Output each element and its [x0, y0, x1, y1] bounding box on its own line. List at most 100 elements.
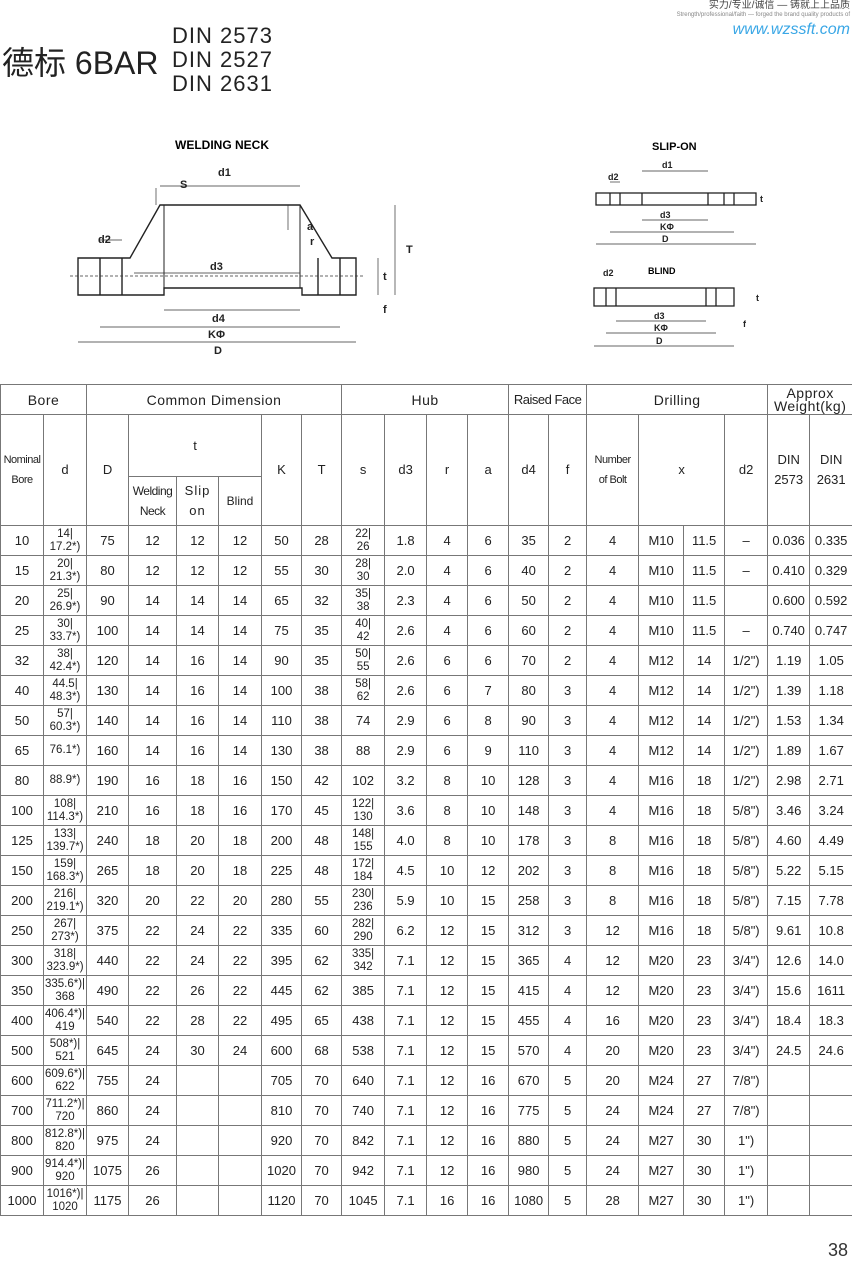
table-cell: 975 — [86, 1125, 130, 1156]
table-cell — [218, 1095, 263, 1126]
table-cell: 267| 273*) — [42, 915, 88, 946]
table-cell: 90 — [86, 585, 130, 616]
table-cell — [767, 1065, 811, 1096]
label-t: t — [756, 293, 759, 303]
table-cell: 24 — [176, 915, 220, 946]
table-cell: 7 — [467, 675, 510, 706]
table-cell: 24 — [128, 1065, 178, 1096]
table-cell: 14 — [128, 735, 178, 766]
table-cell: 18 — [128, 855, 178, 886]
table-cell: M20 — [638, 1005, 685, 1036]
table-cell: M20 — [638, 975, 685, 1006]
table-cell: 30 — [683, 1185, 726, 1216]
table-cell: 570 — [508, 1035, 550, 1066]
table-cell: 312 — [508, 915, 550, 946]
table-cell — [724, 585, 769, 616]
col-K: K — [261, 414, 303, 526]
label-T: T — [406, 244, 413, 256]
table-cell: 24 — [586, 1155, 640, 1186]
table-cell: 3 — [548, 795, 588, 826]
table-cell: M10 — [638, 555, 685, 586]
col-din-2631: DIN 2631 — [809, 414, 852, 526]
table-cell: M12 — [638, 735, 685, 766]
table-cell: 48 — [301, 855, 343, 886]
table-cell: 12 — [128, 525, 178, 556]
table-cell: 3 — [548, 915, 588, 946]
table-cell: 842 — [341, 1125, 386, 1156]
table-cell: M27 — [638, 1125, 685, 1156]
table-cell: 18 — [683, 855, 726, 886]
cell-line: 914.4*)| — [44, 1157, 86, 1170]
table-cell: 150 — [0, 855, 44, 886]
table-cell: 90 — [508, 705, 550, 736]
table-cell: 1.8 — [384, 525, 428, 556]
table-cell: 130 — [261, 735, 303, 766]
page-number: 38 — [827, 1240, 848, 1260]
blind-drawing: BLIND d2 t f d3 KΦ D — [593, 266, 759, 347]
cell-line: 711.2*)| — [45, 1097, 85, 1110]
table-cell: 12 — [128, 555, 178, 586]
label-d1: d1 — [218, 167, 231, 179]
cell-line: 60.3*) — [49, 720, 81, 733]
table-cell — [767, 1095, 811, 1126]
col-nominal-bore: Nominal Bore — [0, 414, 44, 526]
table-cell: 216| 219.1*) — [42, 885, 88, 916]
table-cell: 711.2*)| 720 — [42, 1095, 88, 1126]
table-cell: 1020 — [261, 1155, 303, 1186]
table-cell: 8 — [426, 825, 469, 856]
table-cell: 6 — [467, 645, 510, 676]
table-cell: M10 — [638, 585, 685, 616]
table-cell: 4 — [586, 525, 640, 556]
table-cell: 16 — [467, 1095, 510, 1126]
table-cell: 18 — [683, 885, 726, 916]
table-cell: 12 — [426, 1035, 469, 1066]
label-d1: d1 — [662, 160, 673, 170]
website-link[interactable]: www.wzssft.com — [732, 21, 850, 38]
cell-line: 42.4*) — [49, 660, 81, 673]
table-cell: 25| 26.9*) — [42, 585, 88, 616]
table-cell: 22 — [218, 975, 263, 1006]
table-cell: 1/2") — [724, 705, 769, 736]
table-cell: 24 — [128, 1125, 178, 1156]
cell-line: 290 — [353, 930, 373, 943]
table-cell: 35| 38 — [341, 585, 386, 616]
table-cell: 65 — [261, 585, 303, 616]
table-cell: 3/4") — [724, 1035, 769, 1066]
table-cell: 0.335 — [809, 525, 852, 556]
group-weight: Approx Weight(kg) — [767, 384, 852, 415]
table-cell: 1.67 — [809, 735, 852, 766]
table-cell: 280 — [261, 885, 303, 916]
table-cell: 20 — [176, 855, 220, 886]
label-a: a — [307, 221, 314, 233]
table-cell: 6 — [426, 675, 469, 706]
group-drilling: Drilling — [586, 384, 769, 415]
table-cell: 22 — [128, 975, 178, 1006]
cell-line: 622 — [55, 1080, 75, 1093]
table-cell: 65 — [0, 735, 44, 766]
table-cell: 15 — [467, 1035, 510, 1066]
table-cell: 7.1 — [384, 1155, 428, 1186]
table-cell: 455 — [508, 1005, 550, 1036]
table-cell: 7.1 — [384, 1185, 428, 1216]
label-d2: d2 — [608, 172, 619, 182]
table-cell: 600 — [0, 1065, 44, 1096]
table-cell: 282| 290 — [341, 915, 386, 946]
table-cell: 2.3 — [384, 585, 428, 616]
table-cell: 6 — [467, 525, 510, 556]
table-cell: 88.9*) — [42, 765, 88, 796]
table-cell: 2 — [548, 615, 588, 646]
table-cell — [218, 1065, 263, 1096]
cell-line: 40| — [355, 617, 371, 630]
table-cell: 28| 30 — [341, 555, 386, 586]
table-cell: 22 — [128, 945, 178, 976]
table-cell: 50 — [261, 525, 303, 556]
table-cell: 4 — [586, 735, 640, 766]
table-cell: 5/8") — [724, 885, 769, 916]
table-cell: 22 — [128, 915, 178, 946]
table-cell — [809, 1065, 852, 1096]
table-cell: 55 — [261, 555, 303, 586]
table-cell: 4.0 — [384, 825, 428, 856]
table-cell: 1.39 — [767, 675, 811, 706]
table-cell: 1.18 — [809, 675, 852, 706]
table-cell: 70 — [301, 1095, 343, 1126]
